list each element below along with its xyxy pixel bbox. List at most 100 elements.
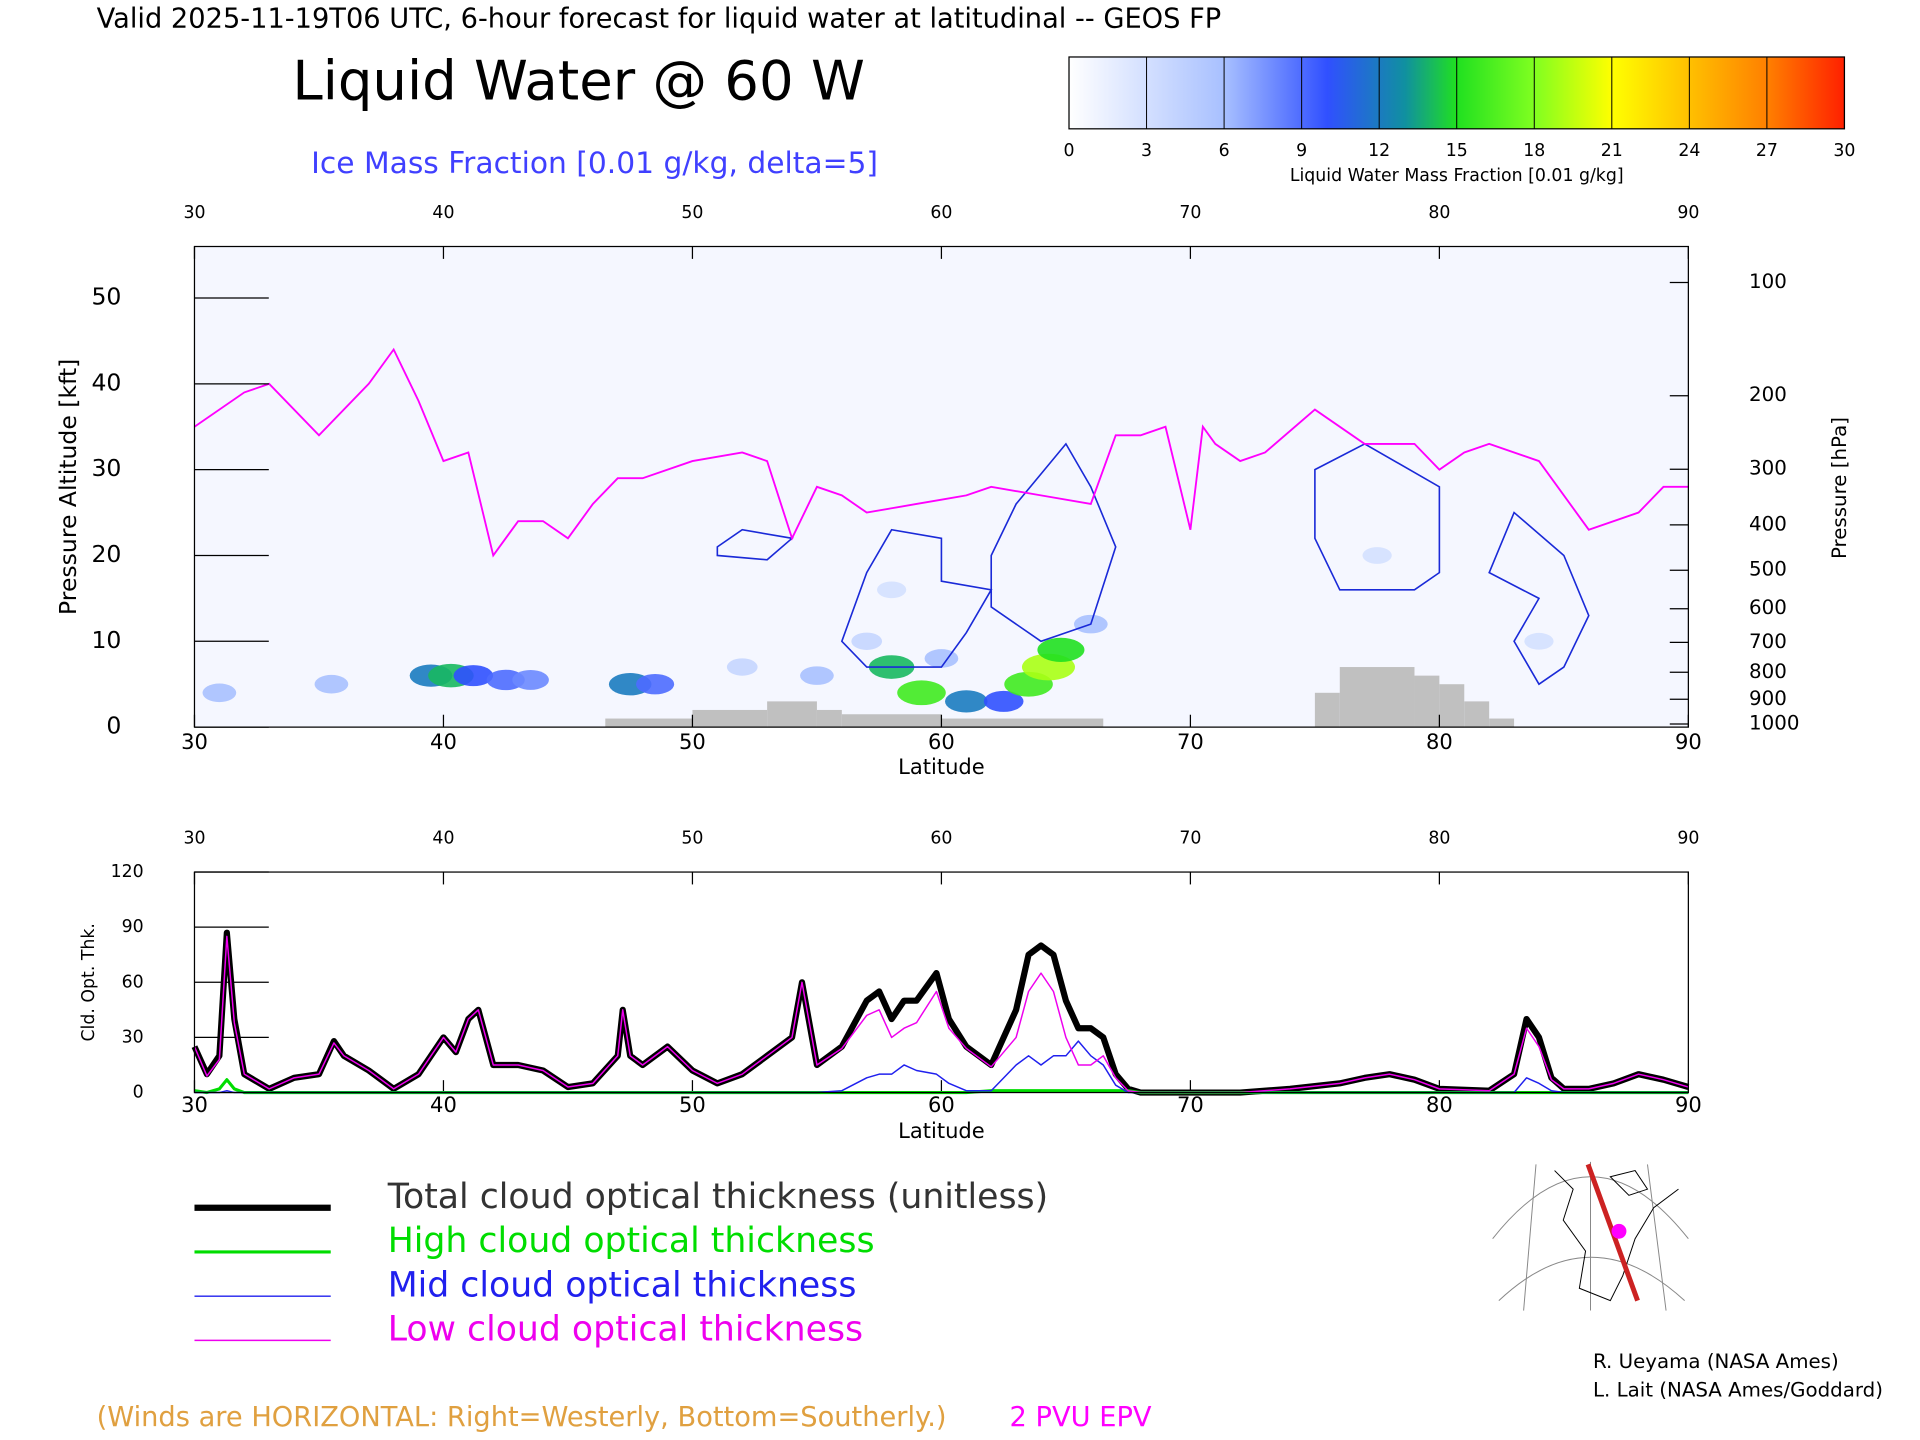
epv-label: 2 PVU EPV [1010, 1402, 1152, 1433]
y2-tick-label: 300 [1749, 457, 1787, 480]
liquid-water-cell [897, 680, 946, 706]
x-tick-label: 50 [681, 203, 703, 223]
y2-tick-label: 500 [1749, 558, 1787, 581]
y2-tick-label: 700 [1749, 630, 1787, 653]
x-tick-label: 60 [930, 829, 952, 849]
liquid-water-cell [726, 658, 758, 676]
x-tick-label: 70 [1179, 203, 1201, 223]
colorbar-tick-label: 15 [1446, 141, 1468, 161]
liquid-water-cell [983, 690, 1024, 712]
y-tick-label: 120 [111, 862, 144, 882]
x-tick-label: 80 [1428, 829, 1450, 849]
colorbar-tick-label: 9 [1296, 141, 1307, 161]
y-tick-label: 20 [91, 540, 121, 568]
x-tick-label: 80 [1428, 203, 1450, 223]
y2-tick-label: 900 [1749, 687, 1787, 710]
x-tick-label: 80 [1426, 1092, 1453, 1117]
liquid-water-cell [1037, 637, 1085, 662]
y-tick-label: 10 [91, 626, 121, 654]
x-tick-label: 40 [432, 829, 454, 849]
x-tick-label: 60 [930, 203, 952, 223]
x-tick-label: 50 [679, 729, 706, 754]
chart-subtitle: Ice Mass Fraction [0.01 g/kg, delta=5] [311, 146, 878, 181]
terrain [692, 709, 768, 728]
locator-map [1492, 1161, 1689, 1311]
x-tick-label: 40 [430, 1092, 457, 1117]
y-tick-label: 30 [91, 454, 121, 482]
x-tick-label: 30 [183, 829, 205, 849]
x-tick-label: 90 [1677, 203, 1699, 223]
terrain [941, 718, 1104, 728]
x-tick-label: 50 [679, 1092, 706, 1117]
y-tick-label: 60 [122, 972, 144, 992]
ice-contour [840, 528, 993, 668]
y2-axis-label: Pressure [hPa] [1828, 417, 1851, 559]
terrain [1439, 684, 1465, 728]
liquid-water-cell [851, 632, 883, 650]
colorbar-tick-label: 21 [1601, 141, 1623, 161]
x-tick-label: 70 [1177, 729, 1204, 754]
x-tick-label: 30 [183, 203, 205, 223]
chart-title: Liquid Water @ 60 W [292, 48, 865, 112]
series-line [193, 935, 1689, 1094]
y-tick-label: 30 [122, 1027, 144, 1047]
liquid-water-cell [636, 673, 675, 695]
x-tick-label: 60 [928, 729, 955, 754]
liquid-water-cell [1362, 547, 1392, 564]
x-tick-label: 90 [1675, 1092, 1702, 1117]
header: Valid 2025-11-19T06 UTC, 6-hour forecast… [97, 3, 1222, 34]
winds-note: (Winds are HORIZONTAL: Right=Westerly, B… [97, 1402, 947, 1433]
y2-tick-label: 600 [1749, 596, 1787, 619]
x-tick-label: 30 [181, 729, 208, 754]
x-tick-label: 70 [1179, 829, 1201, 849]
colorbar-tick-label: 0 [1063, 141, 1074, 161]
ice-contour [1314, 442, 1441, 591]
x-tick-label: 50 [681, 829, 703, 849]
y2-tick-label: 200 [1749, 383, 1787, 406]
liquid-water-cell [945, 690, 988, 713]
y-tick-label: 50 [91, 282, 121, 310]
y-axis-label: Pressure Altitude [kft] [54, 359, 82, 615]
y-tick-label: 90 [122, 917, 144, 937]
colorbar-tick-label: 18 [1523, 141, 1545, 161]
colorbar-tick-label: 24 [1678, 141, 1700, 161]
y-tick-label: 0 [106, 712, 121, 740]
liquid-water-cell [202, 683, 237, 703]
x-tick-label: 40 [430, 729, 457, 754]
credit: L. Lait (NASA Ames/Goddard) [1593, 1379, 1883, 1402]
terrain [767, 701, 817, 728]
x-tick-label: 70 [1177, 1092, 1204, 1117]
legend-label: High cloud optical thickness [388, 1221, 875, 1261]
colorbar-tick-label: 30 [1833, 141, 1855, 161]
ice-contour [716, 528, 794, 561]
x-tick-label: 90 [1677, 829, 1699, 849]
colorbar-tick-label: 12 [1368, 141, 1390, 161]
colorbar-label: Liquid Water Mass Fraction [0.01 g/kg] [1290, 166, 1624, 186]
plot-frame [193, 871, 1689, 1094]
x-tick-label: 60 [928, 1092, 955, 1117]
ice-contour [990, 442, 1117, 643]
ice-contour [1488, 511, 1590, 686]
liquid-water-cell [314, 674, 349, 694]
y2-tick-label: 1000 [1749, 712, 1799, 735]
colorbar-tick-label: 3 [1141, 141, 1152, 161]
terrain [1339, 667, 1415, 728]
y2-tick-label: 400 [1749, 512, 1787, 535]
liquid-water-cell [1524, 632, 1554, 650]
y2-tick-label: 800 [1749, 660, 1787, 683]
terrain [605, 718, 693, 728]
terrain [1464, 701, 1490, 728]
terrain [1414, 675, 1440, 728]
y-axis-label: Cld. Opt. Thk. [79, 923, 99, 1042]
colorbar-tick-label: 6 [1219, 141, 1230, 161]
x-axis-label: Latitude [898, 754, 985, 779]
terrain [1314, 692, 1340, 728]
credit: R. Ueyama (NASA Ames) [1593, 1350, 1839, 1373]
liquid-water-cell [924, 649, 959, 668]
y2-tick-label: 100 [1749, 270, 1787, 293]
terrain [816, 709, 842, 728]
legend-label: Total cloud optical thickness (unitless) [387, 1177, 1048, 1217]
x-tick-label: 80 [1426, 729, 1453, 754]
